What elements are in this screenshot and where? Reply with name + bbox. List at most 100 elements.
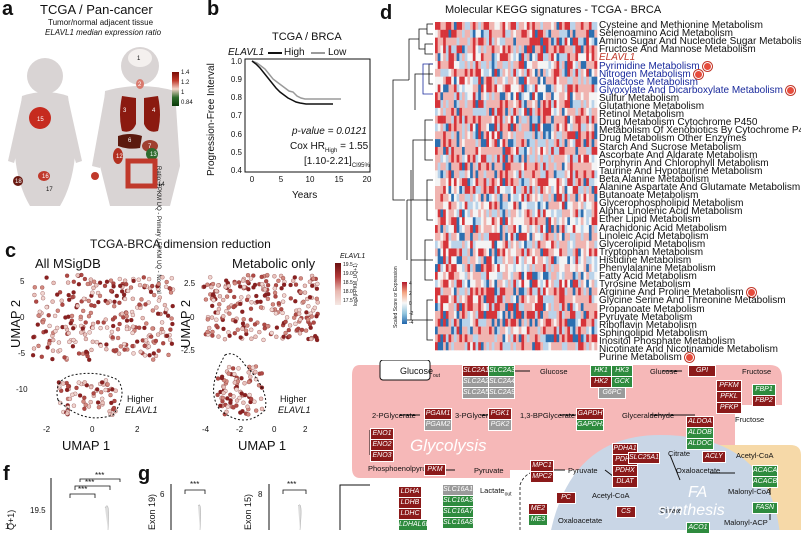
heatmap-cell	[467, 295, 471, 304]
heatmap-cell	[551, 334, 555, 343]
umap-point	[309, 314, 314, 319]
heatmap-cell	[505, 100, 509, 109]
heatmap-cell	[489, 225, 492, 234]
heatmap-cell	[489, 334, 492, 343]
umap-point	[56, 340, 62, 345]
heatmap-cell	[534, 326, 538, 335]
heatmap-cell	[521, 287, 525, 296]
kegg-row-label: Linoleic Acid Metabolism	[599, 231, 709, 242]
heatmap-cell	[588, 310, 592, 320]
heatmap-cell	[594, 53, 598, 62]
heatmap-cell	[513, 146, 517, 156]
heatmap-cell	[464, 334, 468, 343]
heatmap-cell	[483, 225, 487, 234]
kegg-row-text: Sphingolipid Metabolism	[599, 327, 708, 339]
heatmap-cell	[440, 326, 444, 335]
heatmap-cell	[483, 123, 487, 132]
heatmap-cell	[453, 326, 457, 335]
heatmap-cell	[583, 240, 587, 249]
heatmap-cell	[526, 154, 530, 163]
heatmap-cell	[499, 146, 503, 156]
heatmap-cell	[518, 115, 522, 124]
heatmap-cell	[575, 115, 579, 124]
heatmap-cell	[494, 240, 498, 249]
heatmap-cell	[529, 326, 533, 335]
heatmap-cell	[583, 37, 587, 46]
heatmap-cell	[524, 186, 528, 195]
umap-right-annot-gene: ELAVL1	[278, 405, 311, 415]
heatmap-cell	[435, 146, 438, 156]
heatmap-cell	[440, 303, 444, 312]
heatmap-cell	[526, 146, 530, 156]
heatmap-cell	[491, 53, 495, 62]
heatmap-cell	[575, 29, 579, 38]
metabolite-pyruvate2: Pyruvate	[568, 466, 598, 475]
heatmap-cell	[443, 37, 447, 46]
heatmap-cell	[580, 84, 584, 93]
heatmap-cell	[548, 61, 552, 70]
heatmap-cell	[543, 248, 546, 257]
heatmap-cell	[518, 170, 522, 179]
heatmap-cell	[540, 131, 544, 140]
umap-point	[137, 282, 143, 288]
heatmap-cell	[545, 170, 549, 179]
heatmap-colorbar-tick: -2	[409, 311, 414, 317]
heatmap-cell	[580, 92, 584, 101]
heatmap-cell	[570, 68, 573, 77]
heatmap-cell	[453, 45, 457, 54]
heatmap-cell	[453, 318, 457, 327]
heatmap-cell	[464, 310, 468, 320]
heatmap-cell	[483, 107, 487, 117]
umap-point	[283, 330, 288, 336]
heatmap-cell	[591, 61, 595, 70]
heatmap-cell	[545, 92, 549, 101]
heatmap-cell	[537, 201, 541, 210]
heatmap-cell	[537, 217, 541, 226]
heatmap-cell	[586, 29, 590, 38]
heatmap-cell	[440, 287, 444, 296]
heatmap-cell	[513, 22, 517, 31]
heatmap-cell	[561, 248, 565, 257]
heatmap-cell	[564, 61, 568, 70]
kegg-row-text: Fatty Acid Metabolism	[599, 271, 697, 283]
umap-point	[98, 343, 103, 348]
heatmap-cell	[545, 295, 549, 304]
heatmap-cell	[467, 310, 471, 320]
heatmap-cell	[494, 303, 498, 312]
heatmap-cell	[518, 225, 522, 234]
heatmap-cell	[553, 217, 557, 226]
heatmap-cell	[551, 310, 555, 320]
heatmap-cell	[567, 178, 571, 187]
heatmap-cell	[451, 193, 455, 202]
heatmap-cell	[445, 154, 449, 163]
heatmap-cell	[545, 303, 549, 312]
heatmap-cell	[472, 193, 476, 202]
heatmap-cell	[553, 45, 557, 54]
heatmap-cell	[561, 107, 565, 117]
heatmap-cell	[486, 68, 490, 77]
heatmap-cell	[475, 100, 479, 109]
heatmap-cell	[570, 53, 573, 62]
heatmap-cell	[494, 92, 498, 101]
heatmap-cell	[507, 115, 511, 124]
umap-point	[314, 314, 319, 319]
umap-point	[220, 395, 226, 401]
kegg-row-label: Amino Sugar And Nucleotide Sugar Metabol…	[599, 37, 801, 47]
heatmap-cell	[534, 310, 538, 320]
heatmap-cell	[451, 123, 455, 132]
kegg-row-label: Glycine Serine And Threonine Metabolism	[599, 296, 786, 306]
heatmap-cell	[532, 209, 536, 218]
umap-point	[170, 321, 175, 327]
heatmap-cell	[475, 92, 479, 101]
heatmap-cell	[578, 139, 582, 148]
kegg-row-label: Glutathione Metabolism	[599, 102, 704, 112]
heatmap-cell	[513, 209, 517, 218]
heatmap-cell	[532, 68, 536, 77]
organ-lung-left	[120, 96, 136, 132]
heatmap-cell	[532, 295, 536, 304]
heatmap-cell	[580, 115, 584, 124]
heatmap-cell	[548, 232, 552, 241]
umap-point	[83, 320, 88, 325]
heatmap-cell	[435, 287, 438, 296]
heatmap-cell	[588, 232, 592, 241]
